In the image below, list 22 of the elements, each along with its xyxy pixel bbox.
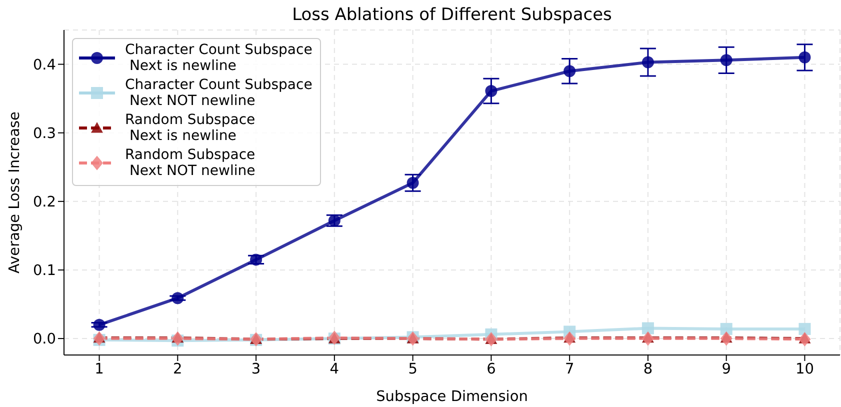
legend-label: Character Count Subspace Next NOT newline (125, 77, 312, 109)
y-tick-label: 0.3 (32, 126, 56, 142)
legend-label: Random Subspace Next NOT newline (125, 147, 256, 179)
x-tick-label: 5 (408, 361, 418, 378)
y-tick-label: 0.2 (32, 194, 56, 211)
x-tick-label: 7 (564, 361, 574, 378)
x-tick-label: 6 (486, 361, 496, 378)
x-tick-label: 10 (796, 361, 814, 378)
y-axis-title: Average Loss Increase (7, 111, 24, 274)
x-tick-label: 3 (251, 361, 261, 378)
y-tick-label: 0.4 (32, 57, 56, 74)
legend-label: Random Subspace Next is newline (125, 112, 256, 144)
y-tick-label: 0.1 (32, 263, 56, 280)
y-tick-label: 0.0 (32, 332, 56, 348)
chart-title: Loss Ablations of Different Subspaces (291, 5, 613, 25)
x-tick-label: 1 (94, 361, 104, 378)
x-axis-title: Subspace Dimension (376, 389, 528, 405)
x-tick-label: 4 (330, 361, 340, 378)
x-tick-label: 9 (722, 361, 731, 378)
x-tick-label: 8 (643, 361, 653, 378)
legend-label: Character Count Subspace Next is newline (125, 42, 312, 74)
x-tick-label: 2 (173, 361, 182, 378)
